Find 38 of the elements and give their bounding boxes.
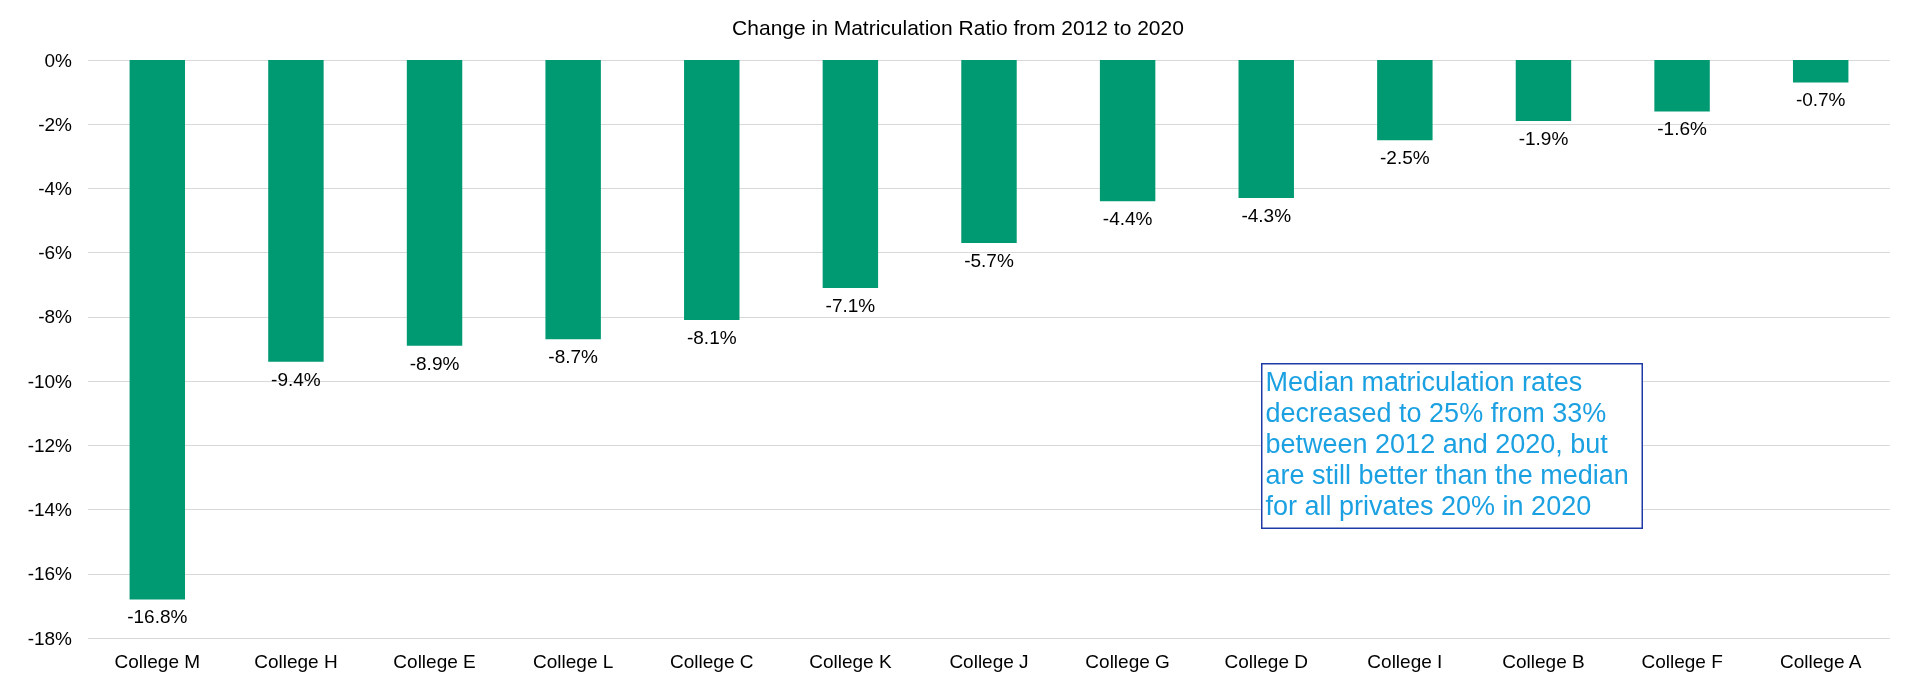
- data-label: -16.8%: [127, 606, 188, 628]
- y-tick-label: -12%: [27, 434, 73, 456]
- data-label: -2.5%: [1380, 147, 1430, 169]
- x-tick-label: College L: [533, 651, 614, 672]
- x-tick-label: College M: [114, 651, 201, 672]
- y-tick-label: -18%: [27, 627, 73, 649]
- y-tick-label: 0%: [44, 49, 73, 71]
- annotation: Median matriculation rates decreased to 25% from 33% between 2012 and 2020, but are still better than the median for all privates 20% in 2020: [1265, 367, 1637, 521]
- x-tick-label: College D: [1224, 651, 1308, 672]
- y-tick-label: -16%: [27, 563, 73, 585]
- x-tick-label: College E: [393, 651, 476, 672]
- data-label: -8.1%: [686, 327, 737, 349]
- x-tick-label: College B: [1502, 651, 1585, 672]
- y-tick-label: -4%: [38, 177, 73, 199]
- x-tick-label: College A: [1780, 651, 1862, 672]
- data-label: -8.9%: [409, 352, 460, 374]
- data-label: -1.9%: [1518, 128, 1569, 150]
- x-tick-label: College I: [1367, 651, 1443, 672]
- data-label: -8.7%: [548, 346, 599, 368]
- y-tick-label: -10%: [27, 370, 73, 392]
- x-tick-label: College K: [809, 651, 892, 672]
- data-label: -0.7%: [1795, 89, 1846, 111]
- x-tick-label: College J: [949, 651, 1029, 672]
- chart-title: Change in Matriculation Ratio from 2012 to 2020: [732, 16, 1184, 39]
- x-tick-label: College C: [670, 651, 754, 672]
- data-label: -5.7%: [964, 250, 1014, 272]
- data-label: -9.4%: [271, 368, 321, 390]
- y-tick-label: -8%: [38, 306, 73, 328]
- y-tick-label: -14%: [27, 499, 73, 521]
- x-tick-label: College F: [1641, 651, 1723, 672]
- y-tick-label: -2%: [38, 113, 73, 135]
- data-label: -4.3%: [1241, 205, 1292, 227]
- x-tick-label: College H: [254, 651, 338, 672]
- x-tick-label: College G: [1085, 651, 1170, 672]
- data-label: -4.4%: [1102, 208, 1153, 230]
- data-label: -7.1%: [825, 294, 876, 316]
- data-label: -1.6%: [1657, 118, 1707, 140]
- y-tick-label: -6%: [38, 242, 73, 264]
